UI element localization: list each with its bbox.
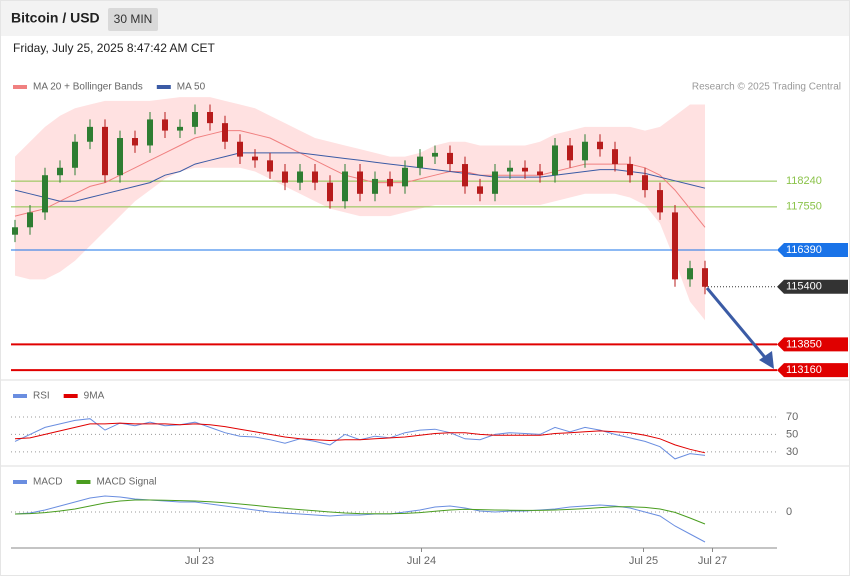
candle-body [537, 171, 543, 176]
y-tick-label: 0 [786, 506, 792, 518]
candle-body [387, 178, 393, 187]
legend-label: 9MA [84, 391, 105, 402]
candle-body [117, 138, 123, 176]
x-tick-label: Jul 23 [185, 555, 214, 567]
indicator-line [14, 418, 706, 460]
x-tick-label: Jul 27 [698, 555, 727, 567]
indicator-line [14, 422, 706, 454]
interval[interactable]: 30 MIN [114, 12, 153, 26]
level-tag [777, 279, 848, 294]
candle-body [402, 167, 408, 187]
level-label: 118240 [786, 175, 822, 187]
candle-body [507, 167, 513, 172]
candle-body [252, 156, 258, 161]
level-tag [777, 363, 848, 378]
candle-body [672, 212, 678, 280]
legend-label: RSI [33, 391, 50, 402]
candle-body [132, 138, 138, 146]
candle-body [12, 227, 18, 235]
candle-body [27, 212, 33, 228]
candle-body [147, 119, 153, 146]
candle-body [297, 171, 303, 183]
legend-swatch [13, 394, 27, 398]
candle-body [327, 182, 333, 202]
legend-swatch [156, 85, 171, 89]
candle-body [102, 126, 108, 176]
y-tick-label: 70 [786, 411, 798, 423]
x-tick-label: Jul 25 [629, 555, 658, 567]
x-tick-label: Jul 24 [407, 555, 436, 567]
candle-body [702, 268, 708, 287]
level-label: 116390 [786, 244, 822, 256]
candle-body [87, 126, 93, 142]
legend-swatch [76, 480, 91, 484]
interval-box[interactable] [108, 8, 158, 31]
candle-body [222, 123, 228, 142]
indicator-line [14, 499, 706, 525]
legend-label: MACD Signal [96, 477, 156, 488]
candle-body [312, 171, 318, 183]
legend-label: MA 20 + Bollinger Bands [33, 82, 143, 93]
layers: MA 20 + Bollinger Bands MA 50 RSI 9MA MACD MA… [11, 82, 848, 567]
forecast-arrow [705, 287, 770, 362]
candle-body [567, 145, 573, 161]
candle-body [192, 111, 198, 127]
candle-body [72, 141, 78, 168]
candle-body [582, 141, 588, 161]
credit: Research © 2025 Trading Central [692, 82, 841, 93]
level-label: 117550 [786, 201, 822, 213]
candle-body [642, 175, 648, 191]
legend-swatch [13, 480, 27, 484]
legend-swatch [63, 394, 78, 398]
candle-body [447, 152, 453, 165]
candle-body [177, 126, 183, 131]
candle-body [627, 164, 633, 176]
timestamp: Friday, July 25, 2025 8:47:42 AM CET [13, 41, 216, 55]
level-label: 113850 [786, 338, 822, 350]
candle-body [462, 164, 468, 187]
candle-body [357, 171, 363, 194]
candle-body [612, 149, 618, 165]
candle-body [687, 268, 693, 280]
bollinger-band [15, 97, 705, 321]
candle-body [207, 111, 213, 124]
candle-body [522, 167, 528, 172]
level-label: 115400 [786, 281, 822, 293]
candle-body [597, 141, 603, 150]
candle-body [372, 178, 378, 194]
y-tick-label: 50 [786, 428, 798, 440]
candle-body [492, 171, 498, 194]
legend-label: MACD [33, 477, 62, 488]
level-tag [777, 242, 848, 257]
candle-body [267, 160, 273, 172]
candle-body [552, 145, 558, 176]
candle-body [432, 152, 438, 157]
arrow-head [759, 351, 774, 369]
candle-body [162, 119, 168, 131]
legend-swatch [13, 85, 27, 89]
title: Bitcoin / USD [11, 10, 100, 26]
candle-body [657, 190, 663, 213]
candle-body [342, 171, 348, 202]
candle-body [282, 171, 288, 183]
ma-line [14, 152, 706, 202]
candle-body [477, 186, 483, 194]
candle-body [57, 167, 63, 176]
level-label: 113160 [786, 364, 822, 376]
candle-body [417, 156, 423, 168]
candle-body [237, 141, 243, 157]
level-tag [777, 337, 848, 352]
legend-label: MA 50 [177, 82, 206, 93]
candle-body [42, 175, 48, 213]
indicator-line [14, 495, 706, 543]
y-tick-label: 30 [786, 446, 798, 458]
